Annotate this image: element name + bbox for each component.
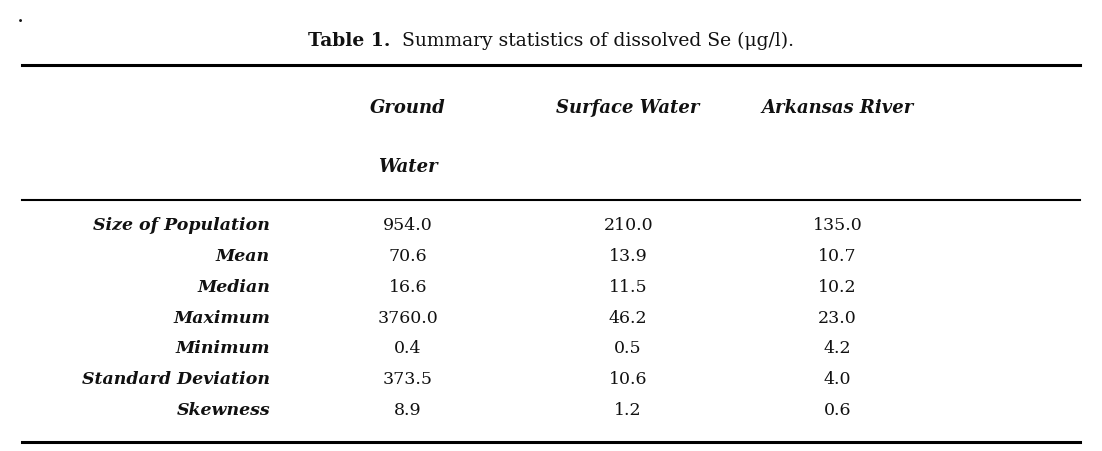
Text: 135.0: 135.0 [812,217,863,234]
Text: 16.6: 16.6 [389,278,426,295]
Text: 10.2: 10.2 [818,278,857,295]
Text: Mean: Mean [216,248,270,265]
Text: 8.9: 8.9 [393,401,422,418]
Text: 0.4: 0.4 [395,340,421,357]
Text: 3760.0: 3760.0 [377,309,439,326]
Text: Standard Deviation: Standard Deviation [82,370,270,387]
Text: 0.5: 0.5 [614,340,642,357]
Text: 10.6: 10.6 [609,370,647,387]
Text: Table 1.: Table 1. [307,32,390,50]
Text: ·: · [17,11,23,33]
Text: 10.7: 10.7 [818,248,857,265]
Text: 1.2: 1.2 [614,401,642,418]
Text: Water: Water [378,158,437,176]
Text: 11.5: 11.5 [608,278,648,295]
Text: Ground: Ground [370,99,445,117]
Text: Summary statistics of dissolved Se (μg/l).: Summary statistics of dissolved Se (μg/l… [390,32,795,50]
Text: Surface Water: Surface Water [557,99,700,117]
Text: Arkansas River: Arkansas River [761,99,914,117]
Text: 0.6: 0.6 [824,401,851,418]
Text: 4.0: 4.0 [824,370,851,387]
Text: 373.5: 373.5 [382,370,433,387]
Text: Minimum: Minimum [175,340,270,357]
Text: Size of Population: Size of Population [93,217,270,234]
Text: 70.6: 70.6 [388,248,428,265]
Text: Skewness: Skewness [176,401,270,418]
Text: Median: Median [197,278,270,295]
Text: 13.9: 13.9 [608,248,648,265]
Text: 210.0: 210.0 [603,217,653,234]
Text: 23.0: 23.0 [818,309,857,326]
Text: 46.2: 46.2 [608,309,648,326]
Text: 954.0: 954.0 [382,217,433,234]
Text: 4.2: 4.2 [823,340,852,357]
Text: Maximum: Maximum [173,309,270,326]
